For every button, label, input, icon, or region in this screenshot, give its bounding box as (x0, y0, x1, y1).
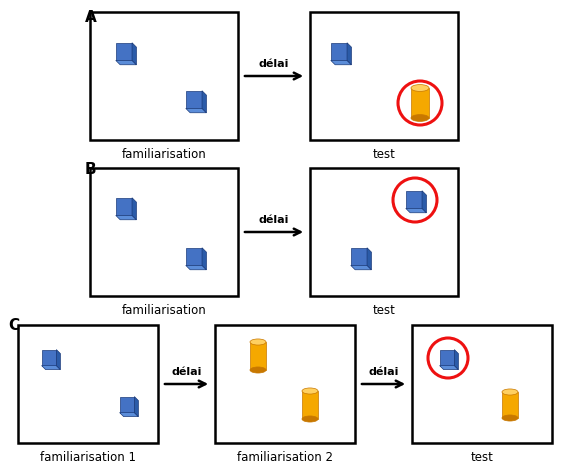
Polygon shape (132, 43, 136, 65)
Polygon shape (411, 88, 429, 118)
Polygon shape (406, 209, 426, 213)
Polygon shape (120, 396, 135, 412)
Polygon shape (439, 366, 458, 369)
Text: familiarisation 2: familiarisation 2 (237, 451, 333, 464)
Polygon shape (202, 91, 206, 113)
Polygon shape (502, 392, 518, 418)
Text: test: test (471, 451, 494, 464)
Text: test: test (373, 148, 396, 161)
Polygon shape (351, 248, 367, 265)
Polygon shape (120, 412, 139, 417)
Polygon shape (331, 61, 352, 65)
Text: C: C (8, 318, 19, 333)
Bar (90, 168, 238, 296)
Text: A: A (85, 10, 97, 25)
Polygon shape (132, 198, 136, 220)
Bar (412, 325, 552, 443)
Polygon shape (367, 248, 372, 270)
Ellipse shape (250, 339, 266, 345)
Polygon shape (351, 265, 372, 270)
Polygon shape (42, 350, 56, 366)
Text: test: test (373, 304, 396, 317)
Polygon shape (454, 350, 458, 369)
Ellipse shape (250, 367, 266, 373)
Bar (215, 325, 355, 443)
Polygon shape (406, 191, 422, 209)
Bar (310, 168, 458, 296)
Text: délai: délai (259, 59, 289, 69)
Polygon shape (439, 350, 454, 366)
Polygon shape (422, 191, 426, 213)
Ellipse shape (411, 85, 429, 91)
Text: familiarisation: familiarisation (121, 304, 206, 317)
Polygon shape (186, 248, 202, 265)
Polygon shape (250, 342, 266, 370)
Polygon shape (116, 198, 132, 215)
Polygon shape (202, 248, 206, 270)
Ellipse shape (411, 114, 429, 122)
Bar (310, 12, 458, 140)
Polygon shape (186, 91, 202, 108)
Polygon shape (42, 366, 60, 369)
Polygon shape (135, 396, 139, 417)
Polygon shape (186, 265, 206, 270)
Polygon shape (116, 215, 136, 220)
Polygon shape (331, 43, 347, 61)
Polygon shape (116, 61, 136, 65)
Polygon shape (347, 43, 352, 65)
Text: délai: délai (368, 367, 398, 377)
Ellipse shape (502, 415, 518, 421)
Bar (18, 325, 158, 443)
Text: délai: délai (172, 367, 202, 377)
Bar (90, 12, 238, 140)
Polygon shape (186, 108, 206, 113)
Polygon shape (116, 43, 132, 61)
Ellipse shape (302, 388, 318, 394)
Text: familiarisation 1: familiarisation 1 (40, 451, 136, 464)
Text: familiarisation: familiarisation (121, 148, 206, 161)
Polygon shape (302, 391, 318, 419)
Text: B: B (85, 162, 97, 177)
Ellipse shape (302, 416, 318, 422)
Polygon shape (56, 350, 60, 369)
Ellipse shape (502, 389, 518, 395)
Text: délai: délai (259, 215, 289, 225)
